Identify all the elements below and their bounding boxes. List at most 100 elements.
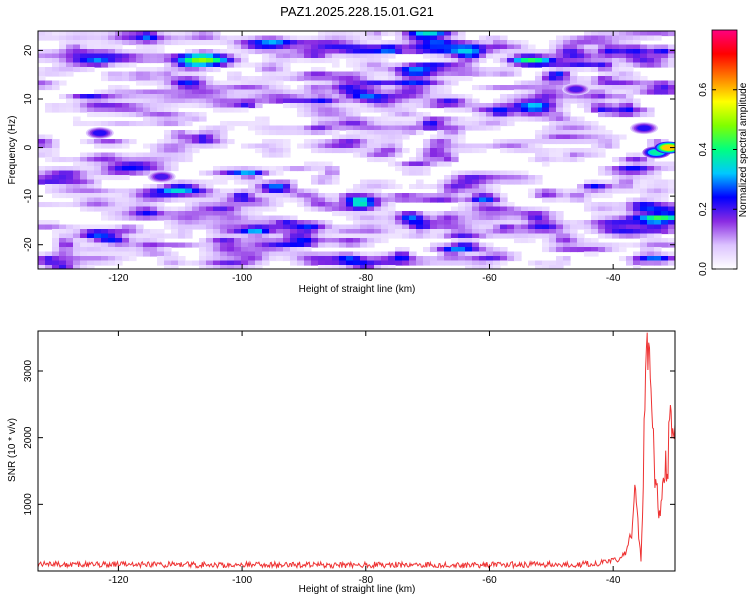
heatmap-cell bbox=[668, 184, 675, 190]
heatmap-cell bbox=[115, 188, 123, 194]
heatmap-cell bbox=[150, 103, 158, 109]
heatmap-cell bbox=[311, 35, 319, 41]
heatmap-cell bbox=[178, 224, 186, 230]
heatmap-cell bbox=[465, 143, 473, 149]
heatmap-cell bbox=[563, 103, 571, 109]
heatmap-cell bbox=[563, 112, 571, 118]
heatmap-cell bbox=[598, 44, 606, 50]
heatmap-cell bbox=[157, 157, 165, 163]
heatmap-cell bbox=[157, 80, 165, 86]
heatmap-cell bbox=[332, 251, 340, 257]
heatmap-cell bbox=[115, 53, 123, 59]
heatmap-cell bbox=[45, 71, 53, 77]
heatmap-cell bbox=[129, 229, 137, 235]
heatmap-cell bbox=[549, 139, 557, 145]
heatmap-cell bbox=[423, 215, 431, 221]
heatmap-cell bbox=[437, 76, 445, 82]
heatmap-cell bbox=[563, 71, 571, 77]
heatmap-cell bbox=[423, 103, 431, 109]
heatmap-cell bbox=[311, 130, 319, 136]
heatmap-cell bbox=[409, 80, 417, 86]
heatmap-cell bbox=[234, 53, 242, 59]
heatmap-cell bbox=[157, 67, 165, 73]
heatmap-cell bbox=[136, 251, 144, 257]
heatmap-cell bbox=[178, 215, 186, 221]
heatmap-cell bbox=[150, 251, 158, 257]
heatmap-cell bbox=[101, 98, 109, 104]
heatmap-cell bbox=[521, 107, 529, 113]
heatmap-cell bbox=[416, 35, 424, 41]
heatmap-cell bbox=[332, 85, 340, 91]
heatmap-cell bbox=[633, 80, 641, 86]
heatmap-cell bbox=[353, 85, 361, 91]
heatmap-cell bbox=[59, 53, 67, 59]
heatmap-cell bbox=[577, 238, 585, 244]
x-tick-label: -80 bbox=[359, 273, 374, 284]
heatmap-cell bbox=[577, 58, 585, 64]
heatmap-cell bbox=[108, 166, 116, 172]
heatmap-cell bbox=[556, 40, 564, 46]
heatmap-cell bbox=[360, 260, 368, 266]
heatmap-cell bbox=[570, 148, 578, 154]
heatmap-cell bbox=[234, 188, 242, 194]
heatmap-cell bbox=[374, 85, 382, 91]
heatmap-cell bbox=[38, 67, 46, 73]
heatmap-cell bbox=[199, 40, 207, 46]
heatmap-cell bbox=[668, 229, 675, 235]
heatmap-cell bbox=[381, 256, 389, 262]
heatmap-cell bbox=[150, 98, 158, 104]
heatmap-cell bbox=[661, 256, 669, 262]
heatmap-cell bbox=[647, 233, 655, 239]
heatmap-cell bbox=[304, 233, 312, 239]
heatmap-cell bbox=[269, 89, 277, 95]
heatmap-cell bbox=[395, 184, 403, 190]
heatmap-cell bbox=[101, 58, 109, 64]
heatmap-cell bbox=[367, 89, 375, 95]
heatmap-cell bbox=[318, 206, 326, 212]
heatmap-cell bbox=[549, 62, 557, 68]
heatmap-cell bbox=[94, 152, 102, 158]
heatmap-cell bbox=[591, 134, 599, 140]
heatmap-cell bbox=[360, 233, 368, 239]
heatmap-cell bbox=[255, 242, 263, 248]
heatmap-cell bbox=[248, 103, 256, 109]
heatmap-cell bbox=[318, 40, 326, 46]
heatmap-cell bbox=[661, 80, 669, 86]
heatmap-cell bbox=[73, 170, 81, 176]
heatmap-cell bbox=[290, 197, 298, 203]
heatmap-cell bbox=[626, 260, 634, 266]
heatmap-cell bbox=[472, 40, 480, 46]
heatmap-cell bbox=[619, 67, 627, 73]
heatmap-cell bbox=[402, 107, 410, 113]
heatmap-cell bbox=[500, 112, 508, 118]
heatmap-cell bbox=[619, 134, 627, 140]
heatmap-cell bbox=[388, 251, 396, 257]
heatmap-cell bbox=[52, 170, 60, 176]
heatmap-cell bbox=[472, 193, 480, 199]
heatmap-cell bbox=[255, 211, 263, 217]
heatmap-cell bbox=[157, 49, 165, 55]
heatmap-cell bbox=[262, 233, 270, 239]
heatmap-cell bbox=[598, 98, 606, 104]
heatmap-cell bbox=[479, 247, 487, 253]
heatmap-cell bbox=[556, 107, 564, 113]
heatmap-cell bbox=[612, 206, 620, 212]
heatmap-cell bbox=[227, 49, 235, 55]
heatmap-cell bbox=[507, 143, 515, 149]
heatmap-cell bbox=[591, 130, 599, 136]
heatmap-cell bbox=[38, 170, 46, 176]
heatmap-cell bbox=[668, 260, 675, 266]
heatmap-cell bbox=[549, 130, 557, 136]
heatmap-cell bbox=[367, 197, 375, 203]
heatmap-cell bbox=[339, 139, 347, 145]
heatmap-cell bbox=[584, 58, 592, 64]
heatmap-cell bbox=[283, 233, 291, 239]
heatmap-cell bbox=[360, 116, 368, 122]
heatmap-cell bbox=[591, 202, 599, 208]
heatmap-cell bbox=[430, 161, 438, 167]
heatmap-cell bbox=[66, 107, 74, 113]
heatmap-cell bbox=[353, 44, 361, 50]
heatmap-cell bbox=[500, 251, 508, 257]
heatmap-cell bbox=[556, 85, 564, 91]
heatmap-cell bbox=[605, 179, 613, 185]
